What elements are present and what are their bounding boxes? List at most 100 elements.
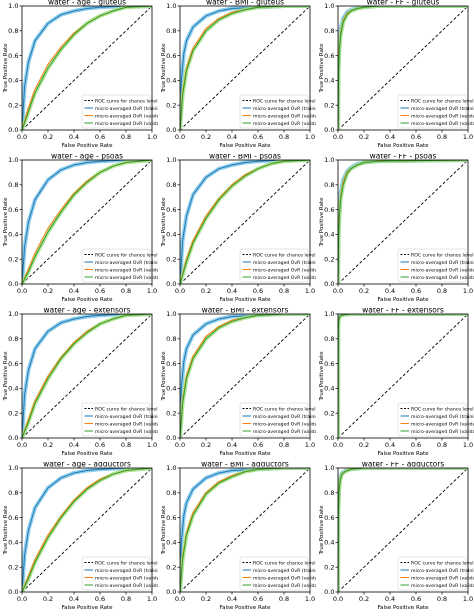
y-tick-label: 0.6 xyxy=(8,514,18,522)
legend-entry: micro-averaged OvR (validation - 10) xyxy=(253,583,316,589)
panel-title: water - FF - extensors xyxy=(362,308,444,315)
y-tick-label: 0.4 xyxy=(8,231,18,239)
y-tick-label: 0.6 xyxy=(324,360,334,368)
y-tick-label: 1.0 xyxy=(324,464,334,472)
x-tick-label: 0.6 xyxy=(95,441,105,449)
y-tick-label: 0.4 xyxy=(166,385,176,393)
y-axis-label: True Positive Rate xyxy=(161,43,167,94)
y-tick-label: 0.4 xyxy=(166,539,176,547)
y-tick-label: 0.2 xyxy=(8,409,18,417)
training-curve xyxy=(22,314,152,438)
legend-entry: micro-averaged OvR (training) xyxy=(253,414,316,420)
axes-frame xyxy=(179,5,311,131)
validation-10-curve xyxy=(180,6,310,130)
validation-10-curve xyxy=(180,160,310,284)
y-tick-label: 0.6 xyxy=(8,52,18,60)
x-tick-label: 0.4 xyxy=(227,287,237,295)
legend-entry: micro-averaged OvR (validation - 10) xyxy=(95,121,158,127)
x-tick-label: 0.2 xyxy=(201,287,211,295)
panel-title: water - age - extensors xyxy=(43,308,130,315)
y-tick-label: 0.8 xyxy=(324,27,334,35)
legend-entry: ROC curve for chance level xyxy=(95,252,157,258)
validation-10-curve xyxy=(180,468,310,592)
x-tick-label: 0.2 xyxy=(43,595,53,603)
x-tick-label: 0.2 xyxy=(359,133,369,141)
y-tick-label: 1.0 xyxy=(324,310,334,318)
y-tick-label: 0.0 xyxy=(324,126,334,134)
roc-panel-7: water - age - extensors 0.0 0.2 0.4 0.6 0.8 1.… xyxy=(3,308,158,457)
roc-panel-8: water - BMI - extensors 0.0 0.2 0.4 0.6 0.8 1.… xyxy=(161,308,316,457)
legend-entry: ROC curve for chance level xyxy=(411,252,473,258)
training-curve xyxy=(180,160,310,284)
x-tick-label: 0.2 xyxy=(359,441,369,449)
legend: ROC curve for chance level micro-averaged… xyxy=(239,94,316,129)
x-tick-label: 0.8 xyxy=(121,441,131,449)
y-axis-label: True Positive Rate xyxy=(161,505,167,556)
x-tick-label: 1.0 xyxy=(147,595,157,603)
x-axis-label: False Positive Rate xyxy=(61,297,113,303)
y-tick-label: 1.0 xyxy=(166,464,176,472)
y-tick-label: 0.6 xyxy=(166,360,176,368)
x-tick-label: 0.8 xyxy=(279,133,289,141)
y-tick-label: 1.0 xyxy=(324,156,334,164)
x-tick-label: 1.0 xyxy=(147,441,157,449)
x-tick-label: 0.6 xyxy=(95,595,105,603)
x-tick-label: 0.4 xyxy=(69,441,79,449)
legend-entry: micro-averaged OvR (validation) xyxy=(411,421,474,427)
x-tick-label: 0.0 xyxy=(175,595,185,603)
y-tick-label: 1.0 xyxy=(8,464,18,472)
x-tick-label: 0.2 xyxy=(43,287,53,295)
roc-panel-1: water - age - gluteus 0.0 0.2 0.4 0.6 0.8 1.0 0… xyxy=(3,0,158,149)
legend-entry: micro-averaged OvR (validation) xyxy=(95,575,158,581)
y-tick-label: 0.2 xyxy=(324,563,334,571)
legend-entry: micro-averaged OvR (training) xyxy=(411,260,474,266)
validation-10-curve xyxy=(180,314,310,438)
x-axis-label: False Positive Rate xyxy=(61,605,113,611)
legend-entry: micro-averaged OvR (training) xyxy=(411,106,474,112)
x-tick-label: 0.6 xyxy=(411,287,421,295)
axes-frame xyxy=(179,467,311,593)
y-tick-label: 0.8 xyxy=(8,489,18,497)
y-axis-label: True Positive Rate xyxy=(319,505,325,556)
y-tick-label: 0.0 xyxy=(8,126,18,134)
x-tick-label: 0.6 xyxy=(95,133,105,141)
x-tick-label: 1.0 xyxy=(463,595,473,603)
x-tick-label: 0.4 xyxy=(385,595,395,603)
legend-entry: micro-averaged OvR (validation) xyxy=(95,267,158,273)
legend: ROC curve for chance level micro-averaged… xyxy=(397,402,474,437)
x-tick-label: 0.8 xyxy=(437,441,447,449)
y-tick-label: 0.4 xyxy=(8,385,18,393)
validation-10-curve xyxy=(22,468,152,592)
legend: ROC curve for chance level micro-averaged… xyxy=(397,94,474,129)
panel-title: water - BMI - psoas xyxy=(209,154,281,161)
x-axis-label: False Positive Rate xyxy=(219,143,271,149)
x-axis-label: False Positive Rate xyxy=(219,451,271,457)
x-tick-label: 0.0 xyxy=(17,441,27,449)
legend-entry: micro-averaged OvR (training) xyxy=(95,106,158,112)
y-tick-label: 0.4 xyxy=(324,77,334,85)
y-tick-label: 0.6 xyxy=(166,52,176,60)
legend-entry: micro-averaged OvR (validation - 10) xyxy=(411,429,474,435)
y-tick-label: 0.2 xyxy=(8,255,18,263)
legend-entry: micro-averaged OvR (training) xyxy=(95,568,158,574)
x-axis-label: False Positive Rate xyxy=(377,143,429,149)
x-tick-label: 0.6 xyxy=(253,595,263,603)
roc-panel-10: water - age - adductors 0.0 0.2 0.4 0.6 0.8 1.… xyxy=(3,462,158,611)
x-tick-label: 0.4 xyxy=(69,595,79,603)
y-tick-label: 0.2 xyxy=(324,101,334,109)
axes-frame xyxy=(337,5,469,131)
x-tick-label: 0.6 xyxy=(411,441,421,449)
y-tick-label: 0.6 xyxy=(324,206,334,214)
legend-entry: ROC curve for chance level xyxy=(411,560,473,566)
legend-entry: micro-averaged OvR (training) xyxy=(253,568,316,574)
x-tick-label: 0.8 xyxy=(437,133,447,141)
y-tick-label: 0.0 xyxy=(166,280,176,288)
training-curve xyxy=(22,160,152,284)
x-tick-label: 1.0 xyxy=(463,287,473,295)
y-tick-label: 0.0 xyxy=(324,280,334,288)
x-tick-label: 0.2 xyxy=(201,441,211,449)
legend-entry: micro-averaged OvR (training) xyxy=(411,568,474,574)
y-tick-label: 0.8 xyxy=(166,335,176,343)
validation-10-curve xyxy=(338,160,468,284)
x-tick-label: 0.4 xyxy=(69,287,79,295)
